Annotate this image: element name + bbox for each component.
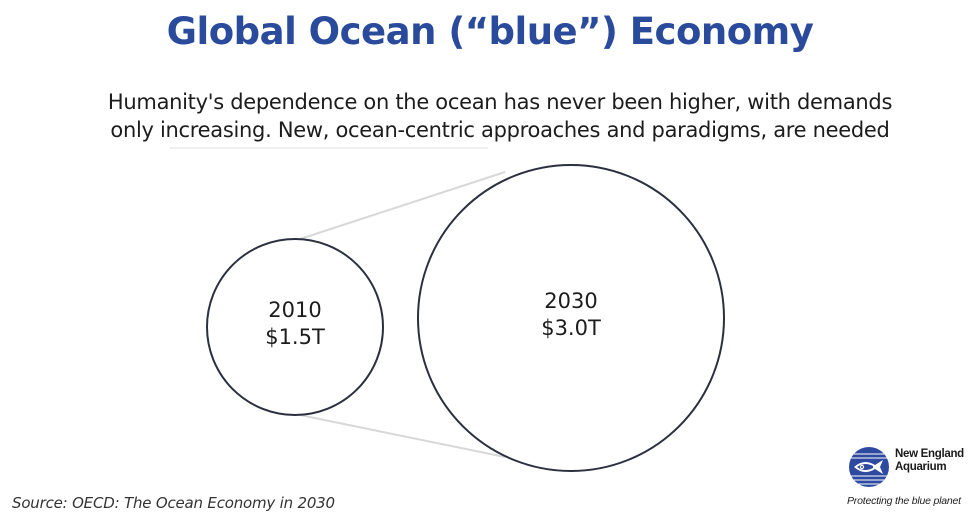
bubble-2010 (206, 238, 384, 416)
bubble-value: $3.0T (541, 316, 601, 340)
subtitle: Humanity's dependence on the ocean has n… (60, 88, 940, 144)
subtitle-line-2: only increasing. New, ocean-centric appr… (110, 118, 890, 142)
logo-name: New England Aquarium (895, 448, 964, 474)
connector-line-bottom (299, 414, 506, 458)
page-title: Global Ocean (“blue”) Economy (166, 10, 814, 53)
logo-name-line-1: New England (895, 448, 964, 460)
bubble-year: 2030 (544, 289, 598, 313)
bubble-value: $1.5T (265, 325, 325, 349)
subtitle-line-1: Humanity's dependence on the ocean has n… (107, 90, 893, 114)
connector-line-top (299, 171, 506, 240)
new-england-aquarium-logo: New England Aquarium Protecting the blue… (845, 443, 980, 513)
bubble-2030 (417, 164, 725, 472)
source-citation: Source: OECD: The Ocean Economy in 2030 (12, 494, 335, 512)
divider (170, 147, 488, 149)
logo-tagline: Protecting the blue planet (847, 495, 961, 507)
bubble-label-2010: 2010 $1.5T (215, 297, 375, 351)
fish-globe-icon (849, 447, 889, 487)
bubble-label-2030: 2030 $3.0T (491, 288, 651, 342)
bubble-year: 2010 (268, 298, 322, 322)
logo-name-line-2: Aquarium (895, 461, 947, 473)
